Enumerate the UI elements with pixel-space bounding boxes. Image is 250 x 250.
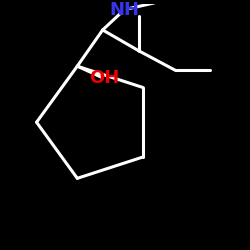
- Text: OH: OH: [89, 70, 120, 87]
- Text: NH: NH: [110, 1, 140, 19]
